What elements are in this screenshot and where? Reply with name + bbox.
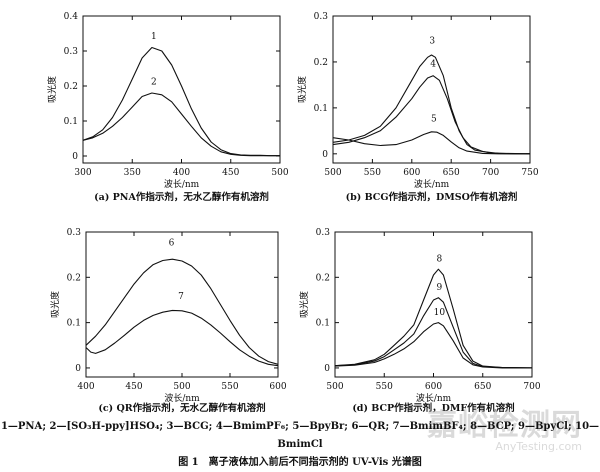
panel-c-ytick-label: 0.2 [67, 273, 81, 283]
panel-a-x-axis-label: 波长/nm [164, 178, 200, 190]
panel-b-x-axis-label: 波长/nm [414, 178, 450, 190]
panel-b-xtick-label: 650 [443, 168, 460, 178]
panel-a-series-1-line [82, 46, 280, 157]
panel-d-ytick-label: 0 [324, 364, 330, 374]
panel-d-x-axis-label: 波长/nm [416, 392, 452, 404]
panel-d-curve-label-8: 8 [437, 254, 443, 264]
panel-a-ytick-label: 0.4 [64, 12, 79, 22]
panel-a-ytick-label: 0.2 [64, 82, 78, 92]
panel-c-series-7-line [85, 309, 279, 367]
panel-c-title: (c) QR作指示剂，无水乙醇作有机溶剂 [98, 402, 265, 414]
panel-b-ytick-label: 0.2 [314, 58, 328, 68]
panel-d-ytick-label: 0.3 [316, 228, 331, 238]
panel-b-series-4-line [332, 75, 530, 155]
panel-b-chart: 500 550 600 650 700 750 0 0.1 0.2 0.3 波长/nm 吸光度 3 4 5 (… [296, 12, 539, 203]
panel-b-xtick-label: 500 [324, 168, 341, 178]
panel-d-plot-frame [334, 231, 533, 378]
panel-a-xtick-label: 400 [173, 168, 190, 178]
panel-b-plot-frame [332, 15, 531, 164]
panel-c-xtick-label: 550 [221, 382, 238, 392]
panel-a-ytick-label: 0.1 [64, 117, 78, 127]
panel-a-xtick-label: 300 [74, 168, 91, 178]
panel-a-xtick-label: 500 [271, 168, 288, 178]
panel-d-series-10-line [334, 322, 532, 369]
panel-c-ytick-label: 0.1 [67, 319, 81, 329]
panel-b-ytick-label: 0 [322, 150, 328, 160]
panel-d-curve-label-10: 10 [434, 308, 446, 318]
panel-c-ytick-label: 0 [75, 364, 81, 374]
panel-d-ytick-label: 0.2 [316, 273, 330, 283]
panel-a-ytick-label: 0.3 [64, 47, 79, 57]
panel-c-curve-label-6: 6 [169, 239, 175, 249]
panel-b-series-3-line [332, 54, 531, 155]
watermark-sub: AnyTesting.com [495, 440, 582, 453]
panel-d-series-8-line [334, 268, 533, 369]
panel-a-title: (a) PNA作指示剂，无水乙醇作有机溶剂 [94, 191, 269, 203]
panel-b-curve-label-5: 5 [431, 115, 437, 125]
panel-a-xtick-label: 450 [222, 168, 239, 178]
panel-c-xtick-label: 500 [173, 382, 190, 392]
panel-d-xtick-label: 500 [326, 382, 343, 392]
panel-d-xtick-label: 650 [474, 382, 491, 392]
panel-b-series-5-line [332, 131, 530, 155]
panel-d-xtick-label: 550 [376, 382, 393, 392]
panel-c-ytick-label: 0.3 [67, 228, 82, 238]
panel-c-plot-frame [85, 231, 279, 378]
panel-b-title: (b) BCG作指示剂，DMSO作有机溶剂 [346, 191, 518, 203]
figure-footer: 1—PNA; 2—[SO₃H-ppy]HSO₄; 3—BCG; 4—BmimPF… [0, 418, 600, 472]
panel-b-curve-label-3: 3 [429, 37, 435, 47]
panel-a-ytick-label: 0 [72, 152, 78, 162]
watermark-main: 嘉峪检测网 [427, 408, 582, 443]
panel-d-series-9-line [334, 297, 533, 369]
panel-c-xtick-label: 400 [77, 382, 94, 392]
figure-legend-text: 1—PNA; 2—[SO₃H-ppy]HSO₄; 3—BCG; 4—BmimPF… [0, 421, 600, 450]
panel-d-ytick-label: 0.1 [316, 319, 330, 329]
panel-a-curve-label-1: 1 [151, 32, 157, 42]
panel-b-xtick-label: 750 [521, 168, 538, 178]
panel-b-xtick-label: 700 [482, 168, 499, 178]
panel-a-series-2-line [82, 92, 280, 157]
panel-d-title: (d) BCP作指示剂，DMF作有机溶剂 [352, 402, 514, 414]
panel-d-curve-label-9: 9 [437, 283, 443, 293]
panel-b-y-axis-label: 吸光度 [296, 76, 308, 103]
panel-c-x-axis-label: 波长/nm [164, 392, 200, 404]
panel-b-curve-label-4: 4 [430, 60, 436, 70]
panel-d-xtick-label: 700 [523, 382, 540, 392]
figure-caption: 图 1 离子液体加入前后不同指示剂的 UV-Vis 光谱图 [178, 457, 422, 468]
panel-b-ytick-label: 0.1 [314, 104, 328, 114]
panel-d-xtick-label: 600 [425, 382, 442, 392]
panel-a-plot-frame [82, 15, 281, 164]
panel-b-ytick-label: 0.3 [314, 12, 329, 22]
watermark: 嘉峪检测网 AnyTesting.com [427, 400, 582, 453]
panel-b-xtick-label: 600 [403, 168, 420, 178]
panel-a-curve-label-2: 2 [151, 77, 157, 87]
figure: 300 350 400 450 50000.10.20.30.4波长/nm吸光度12(a… [46, 12, 541, 414]
panel-c-chart: 400 450 500 550 600 0 0.1 0.2 0.3 波长/nm 吸光度 6 7 (c) Q… [49, 228, 287, 414]
panel-c-curve-label-7: 7 [178, 292, 184, 302]
panel-d-chart: 500 550 600 650 700 0 0.1 0.2 0.3 波长/nm 吸光度 8 9 10 (d)… [298, 228, 541, 414]
panel-c-xtick-label: 600 [269, 382, 286, 392]
panel-a-chart: 300 350 400 450 500 0 0.1 0.2 0.3 0.4 波长/nm 吸光度 1 2 (a… [46, 12, 289, 203]
panel-b-xtick-label: 550 [364, 168, 381, 178]
panel-a-xtick-label: 350 [124, 168, 141, 178]
panel-c-y-axis-label: 吸光度 [49, 291, 61, 318]
panel-a-y-axis-label: 吸光度 [46, 76, 58, 103]
panel-d-y-axis-label: 吸光度 [298, 291, 310, 318]
panel-c-xtick-label: 450 [125, 382, 142, 392]
panel-c-series-6-line [85, 258, 279, 365]
